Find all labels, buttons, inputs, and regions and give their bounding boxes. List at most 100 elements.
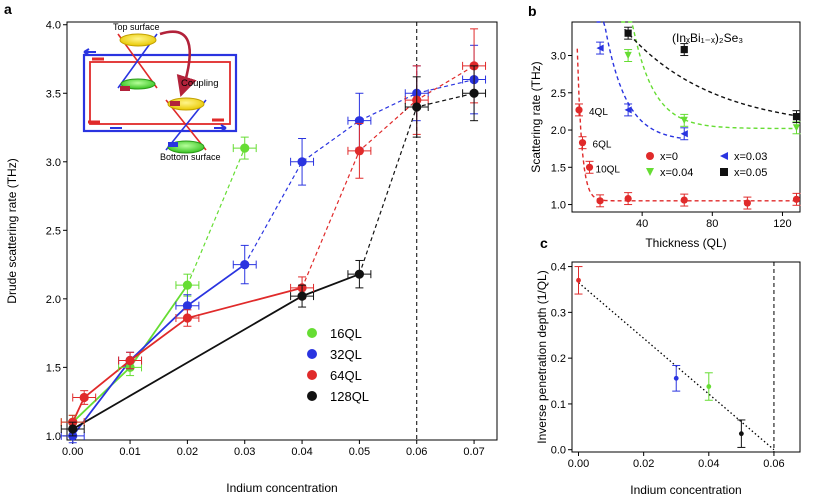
inset-label-coupling: Coupling — [181, 78, 219, 89]
data-point-x=0 — [575, 106, 583, 114]
panel-b-legend: x=0 x=0.03 x=0.04 x=0.05 — [646, 151, 767, 179]
data-point-32QL — [297, 157, 307, 167]
data-point-16QL — [182, 280, 192, 290]
panel-a-axes-frame — [66, 21, 498, 441]
panel-b-xlabel: Thickness (QL) — [645, 236, 726, 250]
series-line-128QL — [72, 273, 360, 430]
panel-b-ytick-label: 2.0 — [551, 125, 566, 137]
legend-marker-16QL — [307, 328, 317, 338]
panel-a-ytick-label: 1.0 — [46, 431, 61, 443]
legend-marker-64QL — [307, 370, 317, 380]
panel-c-ytick-label: 0.2 — [551, 353, 566, 365]
fit-curve-0 — [576, 48, 797, 202]
data-point-64QL — [79, 392, 89, 403]
annotation-6QL: 6QL — [593, 140, 612, 151]
panel-c-xtick-label: 0.04 — [698, 458, 719, 470]
panel-a-ytick-label: 3.5 — [46, 88, 61, 100]
panel-b-ytick-label: 3.0 — [551, 51, 566, 63]
panel-b-title: (InₓBi₁₋ₓ)₂Se₃ — [672, 31, 743, 45]
data-point-128QL — [354, 269, 364, 279]
legend-label-x=0.03: x=0.03 — [734, 151, 767, 163]
panel-c-data-point-1 — [673, 375, 679, 381]
inset-schematic: Top surface Coupling Bottom surface — [82, 22, 238, 162]
panel-a-xtick-label: 0.05 — [349, 446, 370, 458]
data-point-128QL — [412, 102, 422, 112]
panel-c-label: c — [540, 235, 548, 251]
annotation-4QL: 4QL — [589, 107, 608, 118]
data-point-32QL — [182, 301, 192, 311]
panel-c: c 0.00 0.02 0.04 0.06 0.0 0.1 0.2 0.3 0.4 Indium … — [535, 235, 801, 497]
legend-label-16QL: 16QL — [330, 326, 362, 341]
panel-b-ytick-label: 1.5 — [551, 162, 566, 174]
panel-c-ytick-label: 0.3 — [551, 307, 566, 319]
panel-a-ytick-label: 2.0 — [46, 294, 61, 306]
panel-c-data-point-0 — [576, 277, 581, 283]
panel-a-plot-area: 0.00 0.01 0.02 0.03 0.04 0.05 0.06 0.07 1.0 1.5 2.… — [5, 20, 498, 495]
legend-marker-32QL — [307, 349, 317, 359]
legend-marker-x=0 — [646, 152, 654, 160]
panel-c-ytick-label: 0.0 — [551, 445, 566, 457]
data-point-64QL — [354, 146, 364, 156]
panel-c-plot-area: 0.00 0.02 0.04 0.06 0.0 0.1 0.2 0.3 0.4 Indium co… — [535, 261, 801, 497]
data-point-64QL — [182, 313, 192, 323]
data-point-x=0.05 — [680, 45, 688, 54]
panel-a-xtick-label: 0.06 — [406, 446, 427, 458]
panel-c-axes-frame — [571, 261, 801, 453]
legend-label-32QL: 32QL — [330, 347, 362, 362]
panel-b-xtick-label: 40 — [636, 218, 648, 230]
panel-c-xtick-label: 0.00 — [568, 458, 589, 470]
series-dashed-32QL — [244, 78, 475, 265]
data-point-x=0.05 — [624, 29, 632, 37]
panel-a-ytick-label: 4.0 — [46, 20, 61, 32]
panel-a-xtick-label: 0.01 — [119, 446, 140, 458]
panel-a: a 0.00 0.01 0.02 0.03 0.04 0.05 0.06 0.07 1.0 1.5… — [4, 1, 498, 495]
panel-b-ytick-label: 2.5 — [551, 88, 566, 100]
data-point-x=0.04 — [624, 51, 632, 60]
panel-c-ytick-label: 0.1 — [551, 399, 566, 411]
legend-label-64QL: 64QL — [330, 368, 362, 383]
data-point-x=0 — [585, 163, 594, 171]
data-point-32QL — [240, 259, 250, 270]
panel-c-data-point-2 — [706, 384, 712, 389]
panel-b-ylabel: Scattering rate (THz) — [529, 61, 543, 172]
legend-marker-x=0.03 — [720, 152, 728, 160]
panel-a-ytick-label: 3.0 — [46, 157, 61, 169]
fit-curve-1 — [596, 21, 685, 140]
series-dashed-16QL — [186, 147, 246, 286]
panel-c-data-point-3 — [738, 431, 744, 437]
data-point-x=0.03 — [624, 106, 632, 114]
data-point-x=0 — [578, 139, 587, 147]
data-point-x=0.05 — [792, 113, 801, 121]
panel-c-xlabel: Indium concentration — [630, 483, 741, 497]
panel-b-plot-area: 40 80 120 1.0 1.5 2.0 2.5 3.0 Thickness (QL) Scat… — [529, 21, 801, 250]
panel-a-xtick-label: 0.02 — [177, 446, 198, 458]
legend-marker-x=0.05 — [720, 168, 728, 176]
fit-curve-3 — [624, 28, 797, 117]
data-point-x=0.03 — [596, 44, 604, 52]
panel-c-xtick-label: 0.02 — [633, 458, 654, 470]
data-point-64QL — [125, 355, 135, 366]
inset-label-bottom: Bottom surface — [160, 152, 221, 162]
panel-b-ytick-label: 1.0 — [551, 200, 566, 212]
panel-b-xtick-label: 120 — [773, 218, 791, 230]
panel-c-ytick-label: 0.4 — [551, 262, 566, 274]
data-point-128QL — [68, 424, 78, 434]
annotation-10QL: 10QL — [596, 164, 621, 175]
panel-b-label: b — [528, 3, 537, 19]
data-point-x=0 — [624, 194, 632, 203]
panel-a-xtick-label: 0.04 — [291, 446, 312, 458]
legend-label-x=0: x=0 — [660, 151, 678, 163]
data-point-x=0 — [792, 195, 801, 203]
data-point-128QL — [469, 88, 479, 98]
data-point-x=0.03 — [680, 130, 688, 138]
inset-label-top: Top surface — [113, 22, 160, 32]
panel-a-ytick-label: 1.5 — [46, 362, 61, 374]
data-point-x=0.04 — [680, 116, 688, 124]
panel-a-legend: 16QL 32QL 64QL 128QL — [307, 326, 369, 404]
legend-marker-x=0.04 — [646, 168, 654, 176]
panel-a-label: a — [4, 1, 12, 17]
panel-a-xtick-label: 0.00 — [62, 446, 83, 458]
data-point-x=0 — [743, 199, 751, 207]
data-point-x=0 — [596, 197, 604, 205]
